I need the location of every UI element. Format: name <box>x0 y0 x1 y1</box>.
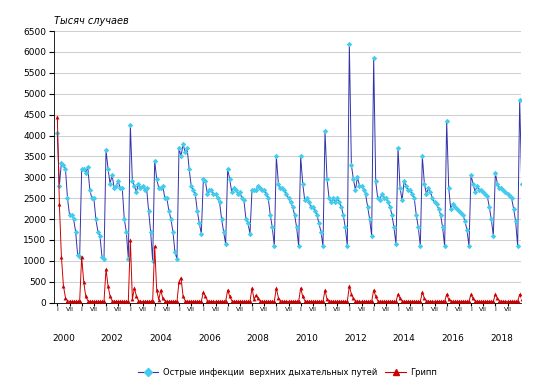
Text: 2008: 2008 <box>246 334 270 343</box>
Text: 2006: 2006 <box>198 334 221 343</box>
Text: Тысяч случаев: Тысяч случаев <box>54 16 128 26</box>
Legend: Острые инфекции  верхних дыхательных путей, Грипп: Острые инфекции верхних дыхательных путе… <box>134 364 440 380</box>
Text: 2018: 2018 <box>490 334 513 343</box>
Text: 2002: 2002 <box>101 334 124 343</box>
Text: 2000: 2000 <box>52 334 75 343</box>
Text: 2014: 2014 <box>393 334 416 343</box>
Text: 2016: 2016 <box>441 334 464 343</box>
Text: 2012: 2012 <box>344 334 367 343</box>
Text: 2004: 2004 <box>149 334 172 343</box>
Text: 2010: 2010 <box>295 334 318 343</box>
